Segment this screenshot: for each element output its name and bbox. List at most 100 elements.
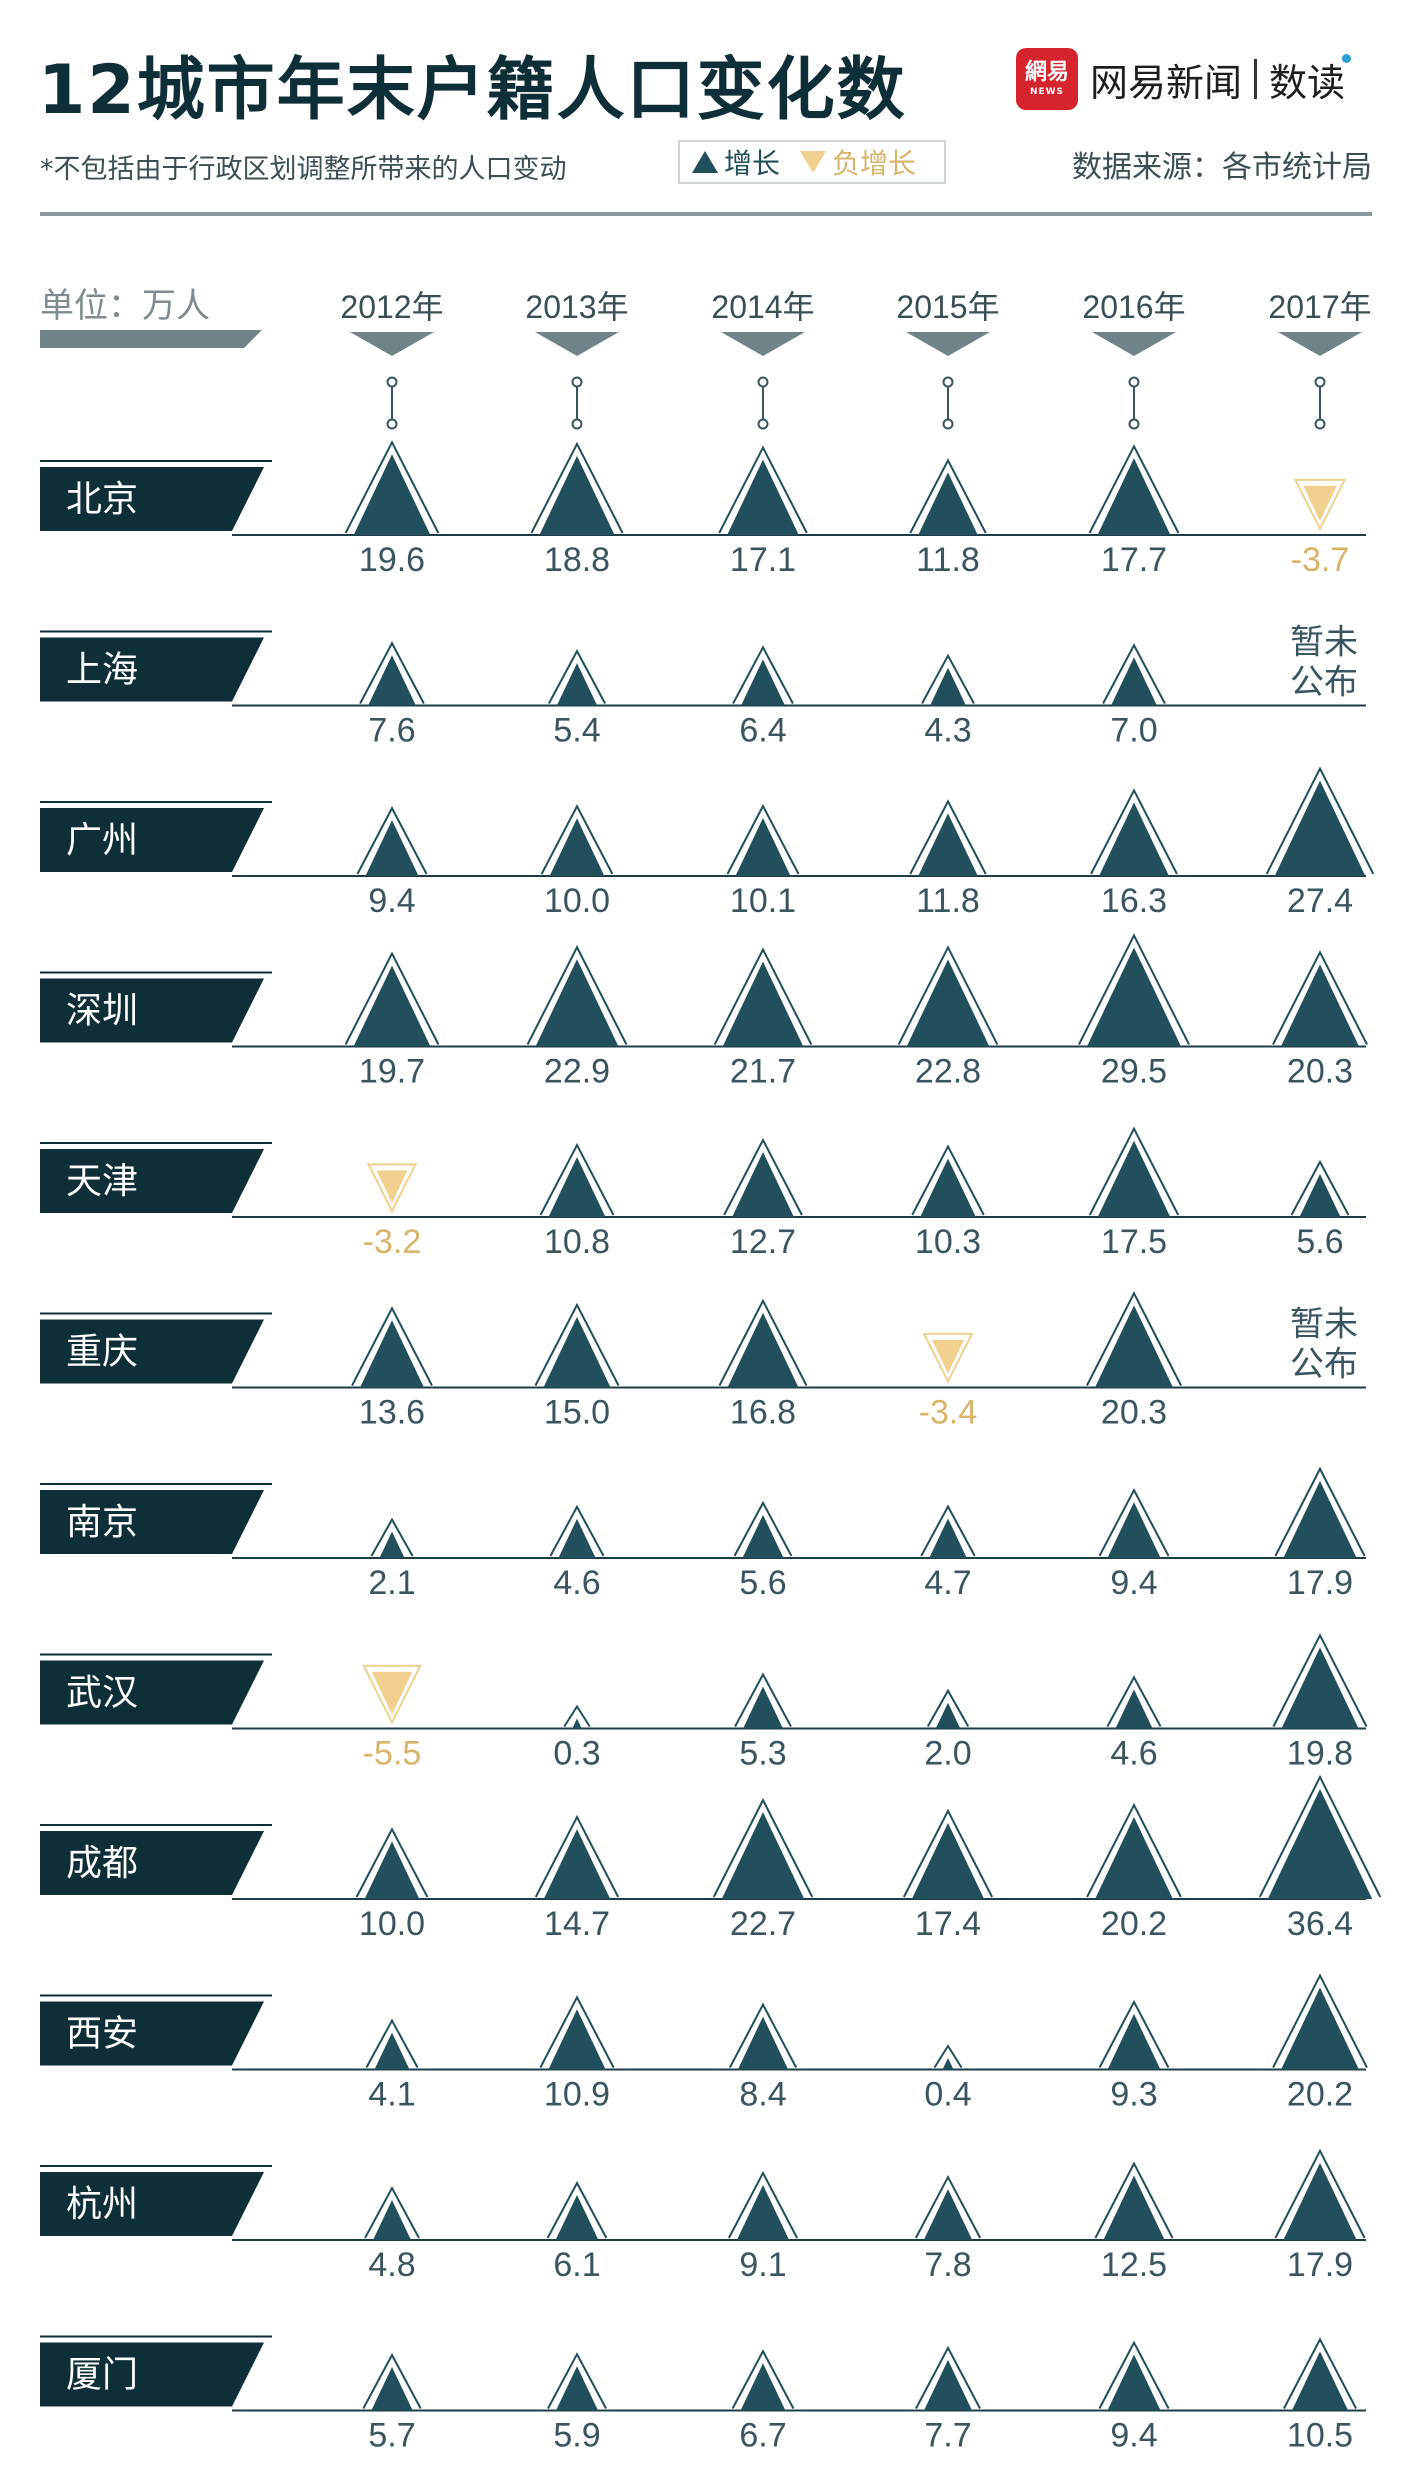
year-label: 2014年 — [711, 289, 814, 325]
growth-marker — [556, 663, 598, 706]
growth-marker — [1283, 2162, 1357, 2240]
growth-marker — [727, 1312, 799, 1388]
growth-marker-outline — [909, 799, 987, 875]
city-label: 西安 — [66, 2014, 138, 2055]
year-connector-node — [942, 418, 954, 430]
year-marker-icon — [1278, 332, 1362, 356]
growth-marker — [1111, 657, 1157, 706]
value-label: 5.3 — [739, 1735, 786, 1773]
value-label: 9.4 — [1110, 1564, 1157, 1602]
city-label: 北京 — [66, 479, 138, 520]
growth-marker — [555, 2366, 599, 2411]
year-marker-icon — [1092, 332, 1176, 356]
chart-subtitle: *不包括由于行政区划调整所带来的人口变动 — [40, 154, 567, 185]
city-row: 广州 9.4 10.0 10.1 11.8 16.3 27.4 — [40, 766, 1375, 920]
value-label: 7.0 — [1110, 712, 1157, 750]
growth-marker — [722, 961, 804, 1047]
value-label: 10.1 — [730, 882, 796, 920]
growth-marker — [737, 2016, 789, 2070]
netease-logo-sub: NEWS — [1029, 86, 1065, 97]
value-label: 17.4 — [915, 1905, 981, 1943]
growth-marker-outline — [526, 945, 628, 1045]
legend: 增长 负增长 — [678, 140, 946, 184]
year-connector-node — [1128, 376, 1140, 388]
city-row: 成都 10.0 14.7 22.7 17.4 20.2 36.4 — [40, 1774, 1382, 1943]
growth-marker-outline — [344, 951, 440, 1045]
brand-column: 数读 — [1269, 52, 1352, 107]
year-marker-icon — [906, 332, 990, 356]
city-label-band — [40, 1660, 264, 1725]
city-label: 南京 — [66, 1502, 138, 1543]
value-label: 6.4 — [739, 712, 786, 750]
city-label-band — [40, 1490, 264, 1554]
growth-marker — [353, 965, 431, 1047]
growth-marker-outline — [547, 2352, 607, 2409]
value-label: 7.7 — [924, 2417, 971, 2455]
city-label: 杭州 — [66, 2184, 138, 2225]
growth-marker — [1115, 1689, 1153, 1729]
unit-label: 单位：万人 — [40, 286, 210, 326]
growth-marker-outline — [718, 445, 808, 534]
growth-marker — [1281, 1987, 1359, 2070]
growth-marker — [721, 1812, 805, 1899]
growth-marker-outline — [534, 1814, 620, 1898]
growth-marker — [1107, 2013, 1161, 2070]
year-label: 2017年 — [1268, 289, 1371, 325]
decline-marker — [1303, 485, 1337, 521]
value-label: 4.8 — [368, 2246, 415, 2284]
growth-marker-outline — [1086, 1802, 1182, 1898]
growth-marker-outline — [1106, 1675, 1162, 1727]
value-label: 19.8 — [1287, 1735, 1353, 1773]
legend-negative-label: 负增长 — [832, 147, 917, 180]
growth-marker — [1274, 780, 1366, 876]
value-label: 8.4 — [739, 2076, 786, 2114]
year-connector-node — [1314, 376, 1326, 388]
growth-marker-outline — [1086, 1291, 1182, 1386]
growth-marker-outline — [1102, 643, 1166, 704]
growth-marker-outline — [1088, 1126, 1180, 1216]
growth-marker — [1107, 2354, 1161, 2411]
city-label-band — [40, 2172, 264, 2236]
growth-marker-outline — [734, 1672, 792, 1727]
growth-marker-outline — [731, 2349, 795, 2409]
year-label: 2016年 — [1082, 289, 1185, 325]
growth-marker — [906, 959, 990, 1047]
growth-marker — [1267, 1789, 1373, 1899]
decline-marker — [932, 1339, 964, 1374]
growth-marker-outline — [1078, 933, 1190, 1045]
value-label: 12.5 — [1101, 2246, 1167, 2284]
value-label: 13.6 — [359, 1394, 425, 1432]
growth-marker — [373, 2200, 411, 2240]
city-row: 厦门 5.7 5.9 6.7 7.7 9.4 10.5 — [40, 2335, 1366, 2455]
growth-marker-outline — [1088, 444, 1180, 534]
growth-marker — [918, 813, 978, 876]
brand: 網易 NEWS 网易新闻 数读 — [1016, 48, 1352, 110]
value-label: 22.8 — [915, 1053, 981, 1091]
triangle-down-icon — [800, 151, 827, 173]
growth-marker — [736, 2185, 790, 2240]
growth-marker — [918, 472, 978, 535]
growth-marker-outline — [549, 1504, 605, 1557]
value-label: 0.4 — [924, 2076, 971, 2114]
growth-marker — [735, 818, 791, 876]
value-label: 10.8 — [544, 1223, 610, 1261]
growth-marker — [741, 659, 785, 706]
growth-marker — [1097, 458, 1171, 535]
value-label: 36.4 — [1287, 1905, 1353, 1943]
value-label: 10.0 — [359, 1905, 425, 1943]
city-label-band — [40, 1319, 264, 1384]
growth-marker — [740, 2363, 786, 2411]
legend-positive-label: 增长 — [724, 147, 781, 180]
value-label: 16.8 — [730, 1394, 796, 1432]
growth-marker — [371, 2366, 413, 2411]
growth-marker — [1097, 1140, 1171, 1217]
decline-marker-outline — [362, 1664, 422, 1725]
value-label: -3.2 — [363, 1223, 422, 1261]
growth-marker — [572, 1718, 582, 1729]
year-connector-node — [386, 376, 398, 388]
value-label: 21.7 — [730, 1053, 796, 1091]
data-source: 数据来源：各市统计局 — [1072, 150, 1372, 185]
value-label: 19.6 — [359, 541, 425, 579]
growth-marker-outline — [902, 1808, 994, 1898]
